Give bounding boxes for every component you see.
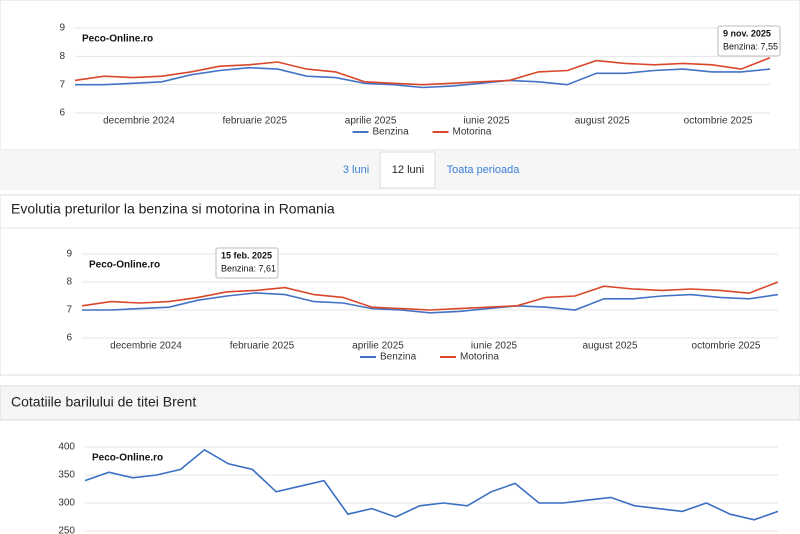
y-tick-label: 350 (58, 470, 75, 481)
section-header (0, 385, 800, 421)
legend-label: Motorina (460, 352, 499, 363)
legend-label: Motorina (453, 127, 492, 138)
y-tick-label: 8 (66, 277, 72, 288)
tab[interactable]: 3 luni (343, 164, 369, 176)
series-line (84, 448, 779, 521)
y-tick-label: 9 (59, 23, 65, 34)
section-title: Cotatiile barilului de titei Brent (11, 394, 196, 410)
series-line (81, 281, 779, 311)
legend-label: Benzina (380, 352, 417, 363)
tooltip-box (717, 25, 781, 57)
y-tick-label: 300 (58, 498, 75, 509)
x-tick-label: august 2025 (582, 341, 637, 352)
y-tick-label: 8 (59, 51, 65, 62)
x-tick-label: februarie 2025 (223, 116, 288, 127)
watermark: Peco-Online.ro (92, 453, 163, 464)
watermark: Peco-Online.ro (89, 260, 160, 271)
x-tick-label: decembrie 2024 (110, 341, 182, 352)
x-tick-label: aprilie 2025 (345, 116, 397, 127)
tab[interactable]: Toata perioada (447, 164, 521, 176)
x-tick-label: iunie 2025 (463, 116, 510, 127)
tooltip-text: Benzina: 7,61 (221, 263, 276, 273)
watermark: Peco-Online.ro (82, 34, 153, 45)
x-tick-label: decembrie 2024 (103, 116, 175, 127)
series-line (74, 57, 771, 86)
active-tab-bg (379, 151, 436, 189)
y-tick-label: 7 (59, 79, 65, 90)
card (0, 0, 800, 151)
series-line (75, 66, 771, 89)
y-tick-label: 6 (59, 108, 65, 119)
x-tick-label: februarie 2025 (230, 341, 295, 352)
tab[interactable]: 12 luni (392, 164, 424, 176)
series-line (82, 292, 779, 314)
y-tick-label: 9 (66, 249, 72, 260)
x-tick-label: octombrie 2025 (692, 341, 761, 352)
x-tick-label: iunie 2025 (471, 341, 518, 352)
section-title: Evolutia preturilor la benzina si motori… (11, 201, 335, 217)
tooltip-title: 9 nov. 2025 (723, 28, 771, 38)
legend-label: Benzina (373, 127, 410, 138)
tooltip-text: Benzina: 7,55 (723, 41, 778, 51)
y-tick-label: 400 (58, 442, 75, 453)
y-tick-label: 6 (66, 333, 72, 344)
card (0, 194, 800, 376)
x-tick-label: aprilie 2025 (352, 341, 404, 352)
tooltip-title: 15 feb. 2025 (221, 250, 272, 260)
x-tick-label: august 2025 (575, 116, 630, 127)
y-tick-label: 250 (58, 526, 75, 534)
y-tick-label: 7 (66, 305, 72, 316)
tooltip-box (215, 247, 279, 279)
x-tick-label: octombrie 2025 (684, 116, 753, 127)
